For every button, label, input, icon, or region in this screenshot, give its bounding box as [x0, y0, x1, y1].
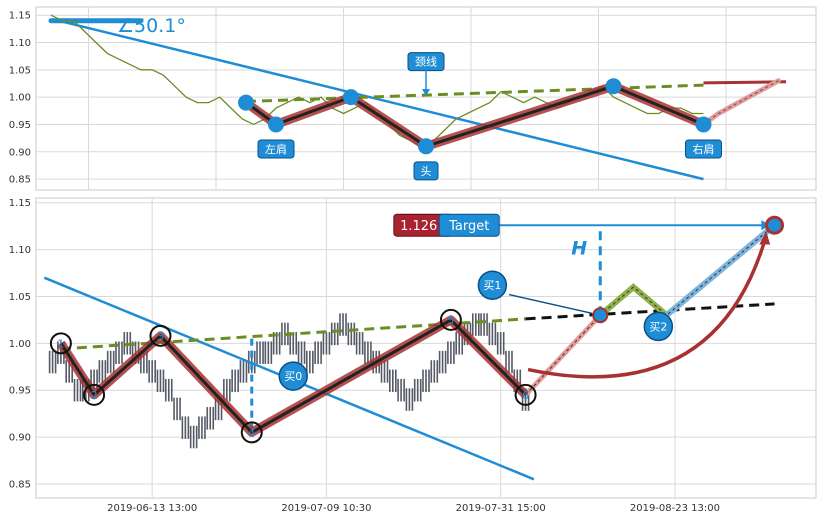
angle-label: ∠50.1° — [117, 15, 186, 37]
buy-label: 买1 — [483, 279, 501, 292]
pattern-point — [240, 421, 263, 444]
buy-marker — [477, 270, 508, 300]
pattern-point-label: 1 — [57, 337, 64, 350]
pattern-label: 左肩 — [265, 142, 287, 156]
curved-arrow — [527, 235, 768, 379]
y-tick-label: 0.90 — [9, 433, 31, 444]
pattern-point — [83, 383, 106, 406]
x-tick-label: 2019-07-31 15:00 — [456, 503, 546, 514]
target-marker — [765, 215, 785, 235]
pattern-point — [149, 324, 172, 347]
buy-label: 买2 — [649, 320, 667, 333]
y-tick-label: 1.00 — [9, 93, 31, 104]
y-tick-label: 0.95 — [9, 386, 31, 397]
y-tick-label: 1.10 — [9, 38, 31, 49]
y-tick-label: 1.05 — [9, 292, 31, 303]
trend-line — [58, 19, 704, 181]
y-tick-label: 0.90 — [9, 147, 31, 158]
pattern-point-label: 2 — [91, 389, 98, 402]
pattern-label: 右肩 — [693, 142, 715, 156]
pattern-point — [514, 383, 537, 406]
y-tick-label: 1.15 — [9, 11, 31, 22]
pattern-point-label: 3 — [157, 330, 164, 343]
x-tick-label: 2019-08-23 13:00 — [630, 503, 720, 514]
buy-marker — [643, 311, 674, 342]
y-tick-label: 1.15 — [9, 198, 31, 209]
pattern-label-box — [413, 161, 439, 181]
future-dash — [525, 224, 775, 396]
pattern-point-label: 5 — [447, 314, 454, 327]
neckline-arrowhead — [422, 88, 430, 96]
pattern-marker — [238, 94, 254, 111]
buy-marker — [278, 361, 308, 391]
buy1-arrow — [508, 293, 593, 314]
panel-2: 0.85 0.90 0.95 1.00 1.05 1.10 1.15 2019-06-13 1… — [9, 197, 817, 514]
h-label: H — [571, 237, 587, 259]
buy-label: 买0 — [284, 370, 302, 383]
panel-1: 0.85 0.90 0.95 1.00 1.05 1.10 1.15 ∠50.1° 左肩头 右肩 颈… — [9, 6, 817, 191]
pattern-point — [439, 308, 462, 331]
neckline — [245, 83, 704, 103]
target-label-box — [438, 213, 500, 237]
pattern-label-box — [685, 139, 722, 159]
pattern-point-label: 6 — [522, 389, 529, 402]
y-tick-label: 0.85 — [9, 479, 31, 490]
x-tick-label: 2019-07-09 10:30 — [281, 503, 371, 514]
plot-frame — [35, 6, 817, 191]
x-tick-label: 2019-06-13 13:00 — [107, 503, 197, 514]
y-tick-label: 1.05 — [9, 65, 31, 76]
pattern-marker — [605, 78, 622, 95]
y-tick-label: 0.85 — [9, 175, 31, 186]
breakout-marker — [592, 307, 609, 324]
neckline-extension — [525, 302, 775, 321]
pattern-marker — [695, 116, 712, 133]
pattern-point — [49, 332, 72, 355]
pattern-marker — [343, 89, 359, 106]
y-tick-label: 1.00 — [9, 339, 31, 350]
pattern-label: 颈线 — [415, 55, 437, 69]
y-tick-label: 0.95 — [9, 120, 31, 131]
target-label: Target — [448, 219, 489, 234]
pattern-label-box — [257, 139, 295, 159]
pattern-point-label: 4 — [248, 426, 255, 439]
pattern-label: 头 — [421, 165, 432, 178]
pattern-marker — [268, 116, 284, 133]
target-value: 1.1261 — [400, 219, 446, 234]
pattern-marker — [418, 138, 434, 155]
curved-arrowhead — [759, 231, 771, 245]
y-tick-label: 1.10 — [9, 245, 31, 256]
